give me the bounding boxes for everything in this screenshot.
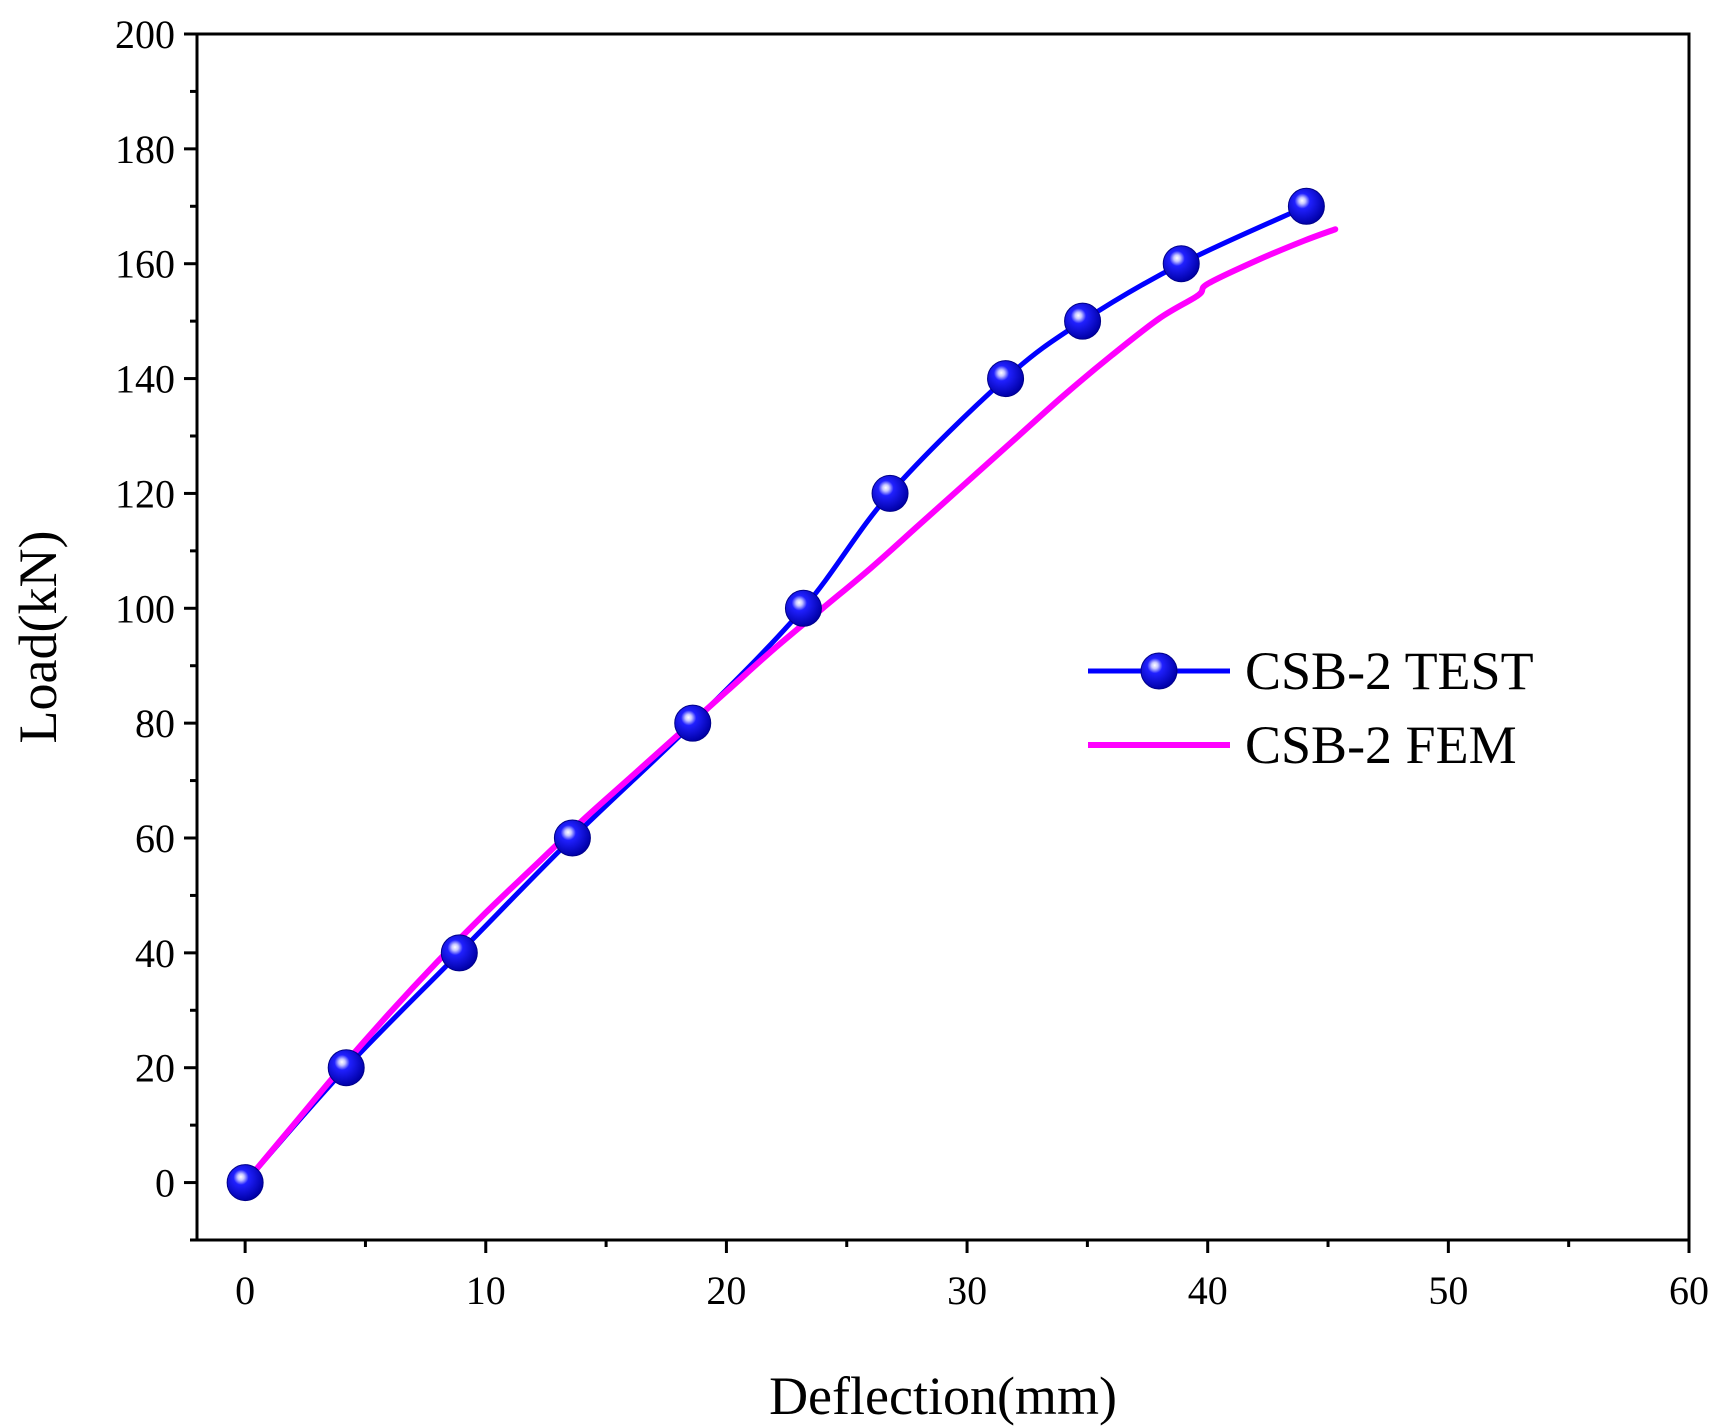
y-tick-label: 180 bbox=[115, 127, 175, 172]
data-point-csb-2-test bbox=[784, 589, 822, 627]
series-layer bbox=[226, 187, 1339, 1202]
data-point-csb-2-test bbox=[871, 474, 909, 512]
legend-label-csb-2-fem: CSB-2 FEM bbox=[1245, 715, 1517, 775]
data-point-csb-2-test bbox=[327, 1049, 365, 1087]
x-tick-label: 20 bbox=[706, 1268, 746, 1313]
data-point-csb-2-test bbox=[987, 360, 1025, 398]
data-point-csb-2-test bbox=[553, 819, 591, 857]
y-tick-label: 160 bbox=[115, 242, 175, 287]
y-tick-label: 200 bbox=[115, 12, 175, 57]
y-tick-label: 140 bbox=[115, 357, 175, 402]
y-tick-label: 20 bbox=[135, 1046, 175, 1091]
x-axis-title: Deflection(mm) bbox=[769, 1366, 1117, 1426]
y-tick-label: 40 bbox=[135, 931, 175, 976]
y-axis-title: Load(kN) bbox=[8, 531, 68, 744]
data-point-csb-2-test bbox=[674, 704, 712, 742]
y-tick-label: 0 bbox=[155, 1161, 175, 1206]
legend-label-csb-2-test: CSB-2 TEST bbox=[1245, 641, 1534, 701]
y-tick-label: 100 bbox=[115, 586, 175, 631]
data-point-csb-2-test bbox=[440, 934, 478, 972]
legend: CSB-2 TEST CSB-2 FEM bbox=[1088, 641, 1534, 775]
series-line-csb-2-fem bbox=[246, 226, 1339, 1180]
y-tick-label: 80 bbox=[135, 701, 175, 746]
data-point-csb-2-test bbox=[226, 1164, 264, 1202]
plot-frame bbox=[195, 32, 1691, 1242]
x-tick-label: 30 bbox=[947, 1268, 987, 1313]
data-point-csb-2-test bbox=[1162, 245, 1200, 283]
data-point-csb-2-test bbox=[1287, 187, 1325, 225]
legend-marker-csb-2-test bbox=[1140, 652, 1178, 690]
x-tick-label: 0 bbox=[235, 1268, 255, 1313]
data-point-csb-2-test bbox=[1064, 302, 1102, 340]
x-tick-label: 40 bbox=[1188, 1268, 1228, 1313]
x-tick-label: 10 bbox=[466, 1268, 506, 1313]
x-tick-label: 50 bbox=[1428, 1268, 1468, 1313]
y-tick-label: 120 bbox=[115, 471, 175, 516]
x-tick-label: 60 bbox=[1669, 1268, 1709, 1313]
y-tick-label: 60 bbox=[135, 816, 175, 861]
plot-border bbox=[195, 32, 1691, 1242]
series-line-csb-2-test bbox=[243, 204, 1308, 1185]
axis-ticks: 0 10 20 30 40 50 60 0 20 40 60 80 100 120 140 160 180 200 bbox=[115, 12, 1709, 1313]
